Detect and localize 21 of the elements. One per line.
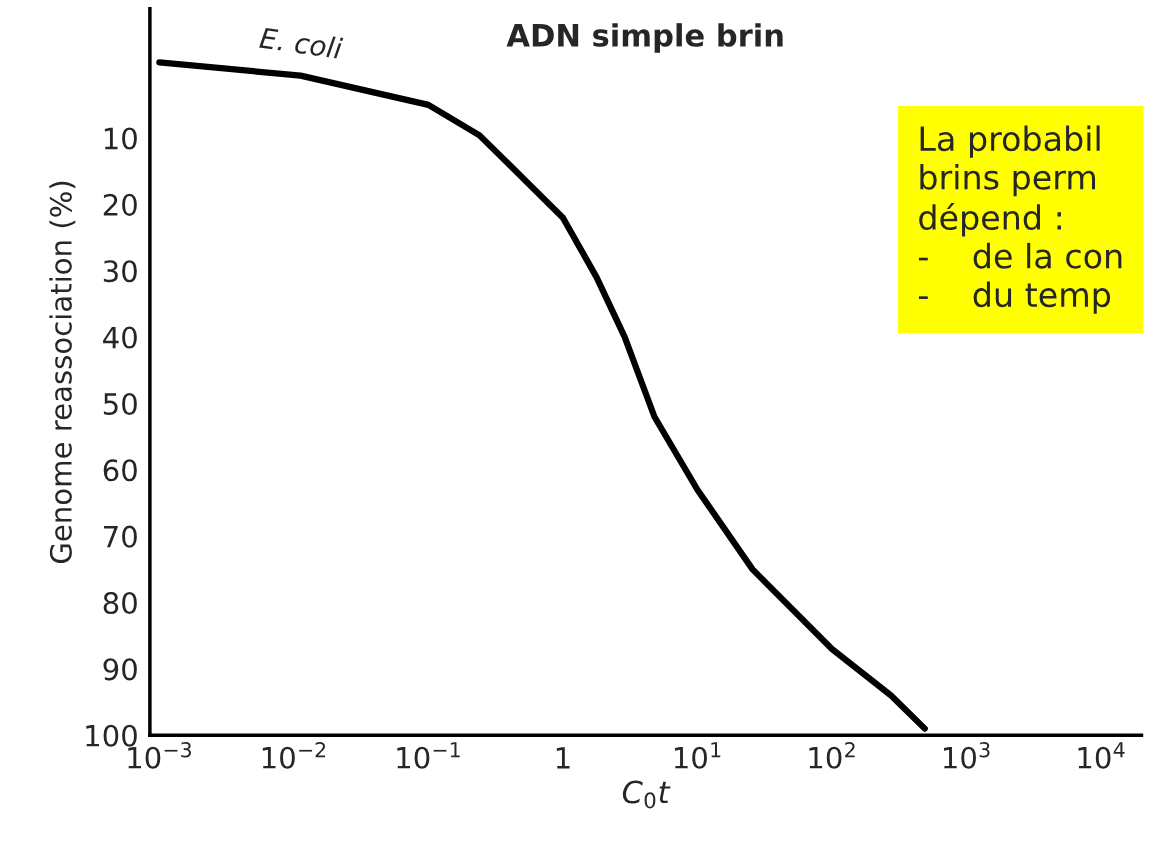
annotation: La probabil brins perm dépend : - de la con - du temp bbox=[919, 125, 1122, 314]
x-tick-label: 10$^{4}$ bbox=[1078, 742, 1125, 769]
y-axis-title: Genome reassociation (%) bbox=[49, 181, 76, 564]
x-tick-label: 10$^{1}$ bbox=[674, 742, 721, 769]
y-tick-label: 30 bbox=[103, 260, 137, 283]
x-axis-title: C$_{0}$t bbox=[622, 780, 671, 809]
x-tick-label: 1 bbox=[556, 747, 570, 769]
y-tick-label: 80 bbox=[103, 591, 137, 615]
y-tick-label: 20 bbox=[103, 193, 137, 216]
annotation: E. coli bbox=[259, 26, 344, 60]
y-tick-label: 50 bbox=[103, 392, 137, 415]
y-tick-label: 40 bbox=[103, 326, 137, 349]
y-tick-label: 60 bbox=[103, 459, 137, 482]
y-tick-label: 10 bbox=[104, 127, 137, 150]
x-tick-label: 10$^{−1}$ bbox=[397, 742, 460, 769]
chart-title: ADN simple brin bbox=[506, 23, 783, 53]
x-tick-label: 10$^{−2}$ bbox=[262, 741, 326, 769]
y-tick-label: 70 bbox=[104, 525, 137, 548]
y-tick-label: 90 bbox=[103, 658, 137, 681]
x-tick-label: 10$^{3}$ bbox=[944, 741, 990, 769]
x-tick-label: 10$^{2}$ bbox=[809, 741, 855, 769]
